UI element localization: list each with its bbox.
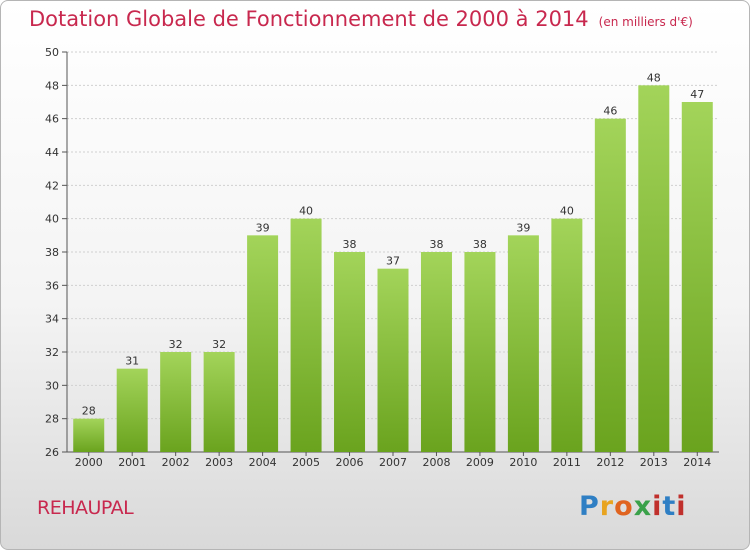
chart-title: Dotation Globale de Fonctionnement de 20… (29, 7, 693, 31)
bar-value-label: 38 (343, 238, 357, 251)
bar-value-label: 38 (429, 238, 443, 251)
bar-value-label: 38 (473, 238, 487, 251)
y-tick-label: 30 (45, 379, 59, 392)
x-tick-label: 2007 (379, 456, 407, 469)
y-tick-label: 48 (45, 79, 59, 92)
bar (116, 368, 148, 452)
bar-value-label: 48 (647, 71, 661, 84)
bar (420, 252, 452, 452)
bar-value-label: 32 (169, 338, 183, 351)
bar-value-label: 39 (256, 221, 270, 234)
y-tick-label: 28 (45, 413, 59, 426)
bar-value-label: 39 (516, 221, 530, 234)
bar-value-label: 31 (125, 355, 139, 368)
bar (377, 268, 409, 452)
bar-value-label: 28 (82, 405, 96, 418)
bar (247, 235, 279, 452)
y-tick-label: 26 (45, 446, 59, 459)
proxiti-logo: Proxiti (579, 491, 687, 522)
commune-name: REHAUPAL (37, 497, 134, 519)
y-tick-label: 40 (45, 213, 59, 226)
x-tick-label: 2002 (162, 456, 190, 469)
x-tick-label: 2010 (509, 456, 537, 469)
bar (551, 218, 583, 452)
bar (73, 418, 105, 452)
bar (160, 352, 192, 452)
y-tick-label: 34 (45, 313, 59, 326)
y-tick-label: 44 (45, 146, 59, 159)
bar-value-label: 37 (386, 255, 400, 268)
bar-value-label: 46 (603, 105, 617, 118)
x-tick-label: 2014 (683, 456, 711, 469)
bar (203, 352, 235, 452)
x-tick-label: 2009 (466, 456, 494, 469)
y-tick-label: 46 (45, 113, 59, 126)
x-tick-label: 2006 (336, 456, 364, 469)
bar (681, 102, 713, 452)
bar (290, 218, 322, 452)
y-tick-label: 32 (45, 346, 59, 359)
x-tick-label: 2001 (118, 456, 146, 469)
bar-value-label: 47 (690, 88, 704, 101)
bar-value-label: 40 (560, 205, 574, 218)
bar (594, 118, 626, 453)
x-tick-label: 2013 (640, 456, 668, 469)
y-tick-label: 42 (45, 179, 59, 192)
bar-value-label: 32 (212, 338, 226, 351)
bar (507, 235, 539, 452)
title-unit: (en milliers d'€) (598, 15, 693, 29)
y-tick-label: 50 (45, 46, 59, 59)
bar (638, 85, 670, 452)
title-text: Dotation Globale de Fonctionnement de 20… (29, 7, 589, 31)
x-tick-label: 2012 (596, 456, 624, 469)
y-tick-label: 38 (45, 246, 59, 259)
x-tick-label: 2008 (422, 456, 450, 469)
bar (334, 252, 366, 452)
y-tick-label: 36 (45, 279, 59, 292)
x-tick-label: 2005 (292, 456, 320, 469)
bar-value-label: 40 (299, 205, 313, 218)
x-tick-label: 2004 (249, 456, 277, 469)
x-tick-label: 2000 (75, 456, 103, 469)
x-tick-label: 2003 (205, 456, 233, 469)
bar (464, 252, 496, 452)
x-tick-label: 2011 (553, 456, 581, 469)
